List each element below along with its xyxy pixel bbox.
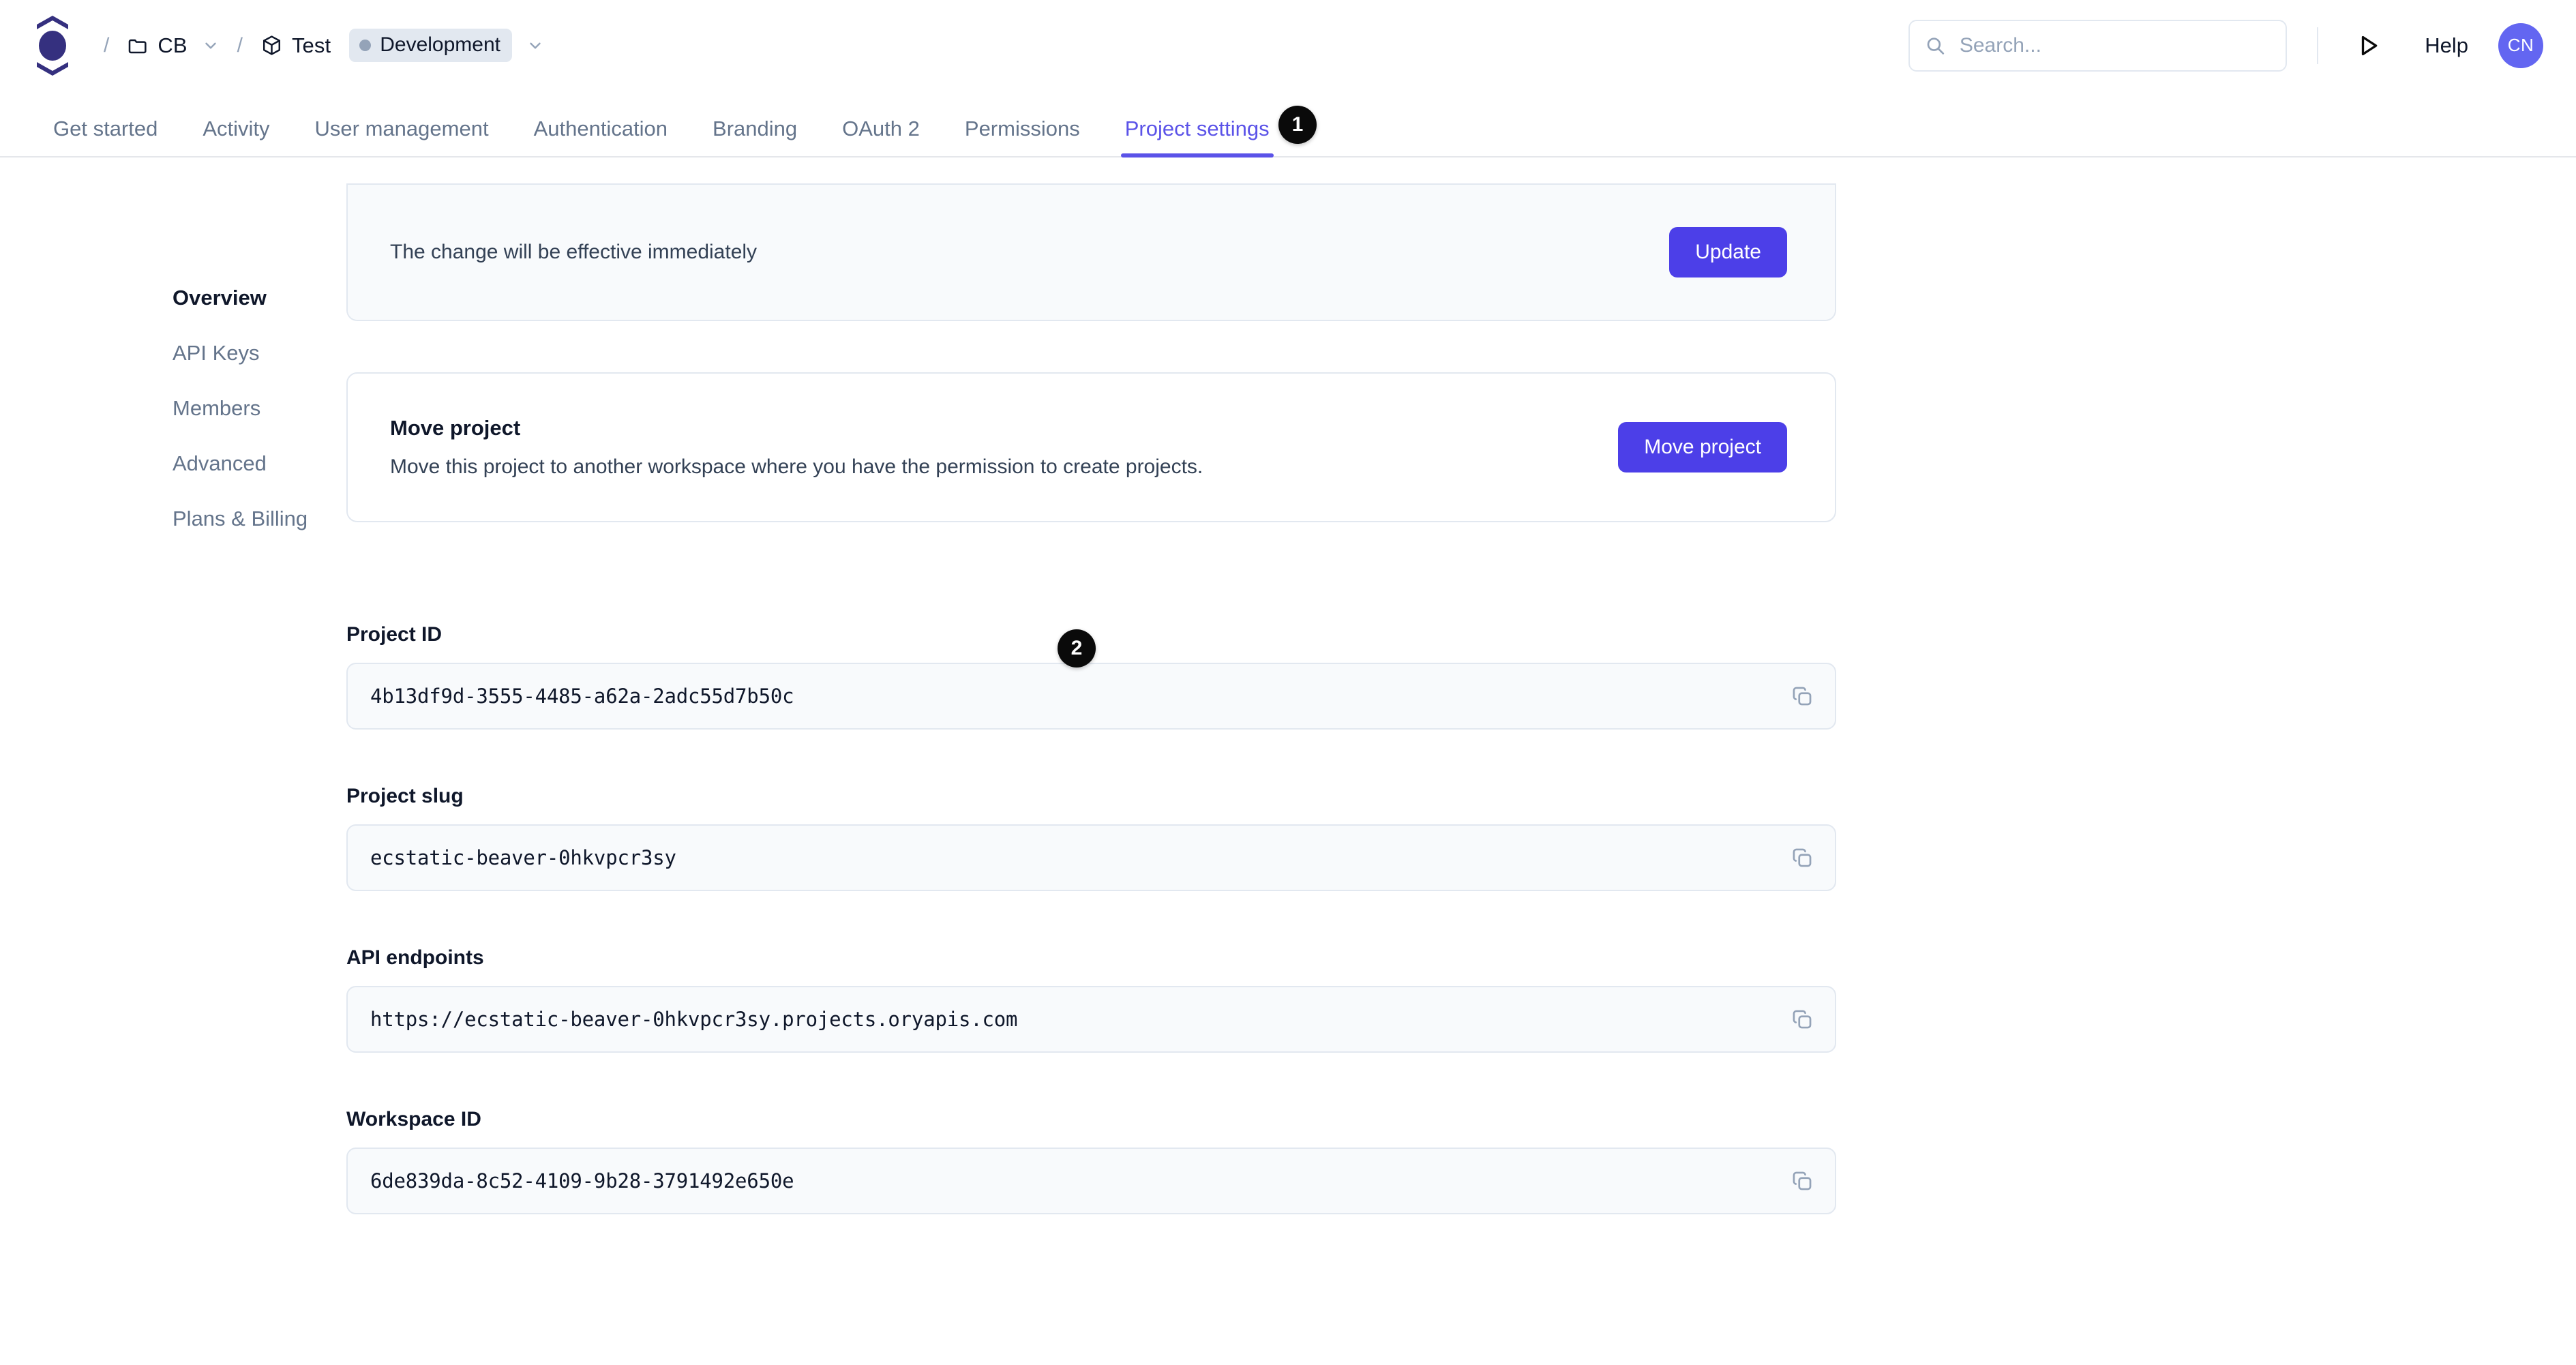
workspace-id-value: 6de839da-8c52-4109-9b28-3791492e650e [370,1169,794,1192]
search-input[interactable] [1959,33,2271,57]
logo-chevron-bottom-icon [37,61,68,76]
breadcrumb-separator-1: / [104,33,110,57]
sidebar-item-advanced[interactable]: Advanced [173,451,267,475]
workspace-id-label: Workspace ID [346,1108,481,1130]
workspace-name: CB [158,33,188,57]
search-box[interactable] [1908,19,2288,72]
environment-label: Development [380,33,500,56]
project-name: Test [291,33,331,57]
api-endpoints-box: https://ecstatic-beaver-0hkvpcr3sy.proje… [346,986,1836,1053]
folder-icon [129,39,147,53]
project-slug-label: Project slug [346,785,464,807]
settings-sidebar: Overview API Keys Members Advanced Plans… [0,183,346,1214]
top-header: / CB / Test Development [0,0,2576,91]
breadcrumb-separator-2: / [237,33,243,57]
update-card-footer: The change will be effective immediately… [348,183,1835,320]
environment-badge[interactable]: Development [349,29,512,62]
sidebar-item-members[interactable]: Members [173,396,261,420]
field-workspace-id: Workspace ID 6de839da-8c52-4109-9b28-379… [346,1108,1836,1214]
cube-icon [263,35,280,55]
logo-circle [39,30,66,61]
update-card: The change will be effective immediately… [346,183,1836,321]
move-project-card: Move project Move this project to anothe… [346,372,1836,522]
avatar[interactable]: CN [2498,22,2543,68]
copy-icon[interactable] [1782,676,1823,717]
move-project-text: Move project Move this project to anothe… [390,416,1203,479]
update-card-note: The change will be effective immediately [390,241,758,263]
api-endpoints-label: API endpoints [346,946,484,969]
environment-status-dot [359,39,372,51]
chevron-down-icon[interactable] [202,37,220,55]
tab-user-management[interactable]: User management [314,117,489,140]
project-id-box: 4b13df9d-3555-4485-a62a-2adc55d7b50c [346,663,1836,730]
copy-icon[interactable] [1782,1160,1823,1201]
field-api-endpoints: API endpoints https://ecstatic-beaver-0h… [346,946,1836,1053]
project-info-fields: Project ID 4b13df9d-3555-4485-a62a-2adc5… [346,623,1836,1214]
field-project-slug: Project slug ecstatic-beaver-0hkvpcr3sy [346,785,1836,891]
update-button[interactable]: Update [1669,227,1787,278]
project-id-value: 4b13df9d-3555-4485-a62a-2adc55d7b50c [370,685,794,708]
settings-content: The change will be effective immediately… [346,183,1836,1214]
workspace-id-box: 6de839da-8c52-4109-9b28-3791492e650e [346,1148,1836,1214]
chevron-down-icon[interactable] [526,37,544,55]
tab-get-started[interactable]: Get started [53,117,158,140]
copy-icon[interactable] [1782,999,1823,1040]
tab-branding[interactable]: Branding [713,117,798,140]
logo-chevron-top-icon [37,15,68,29]
project-id-label: Project ID [346,623,443,646]
tab-oauth-2[interactable]: OAuth 2 [842,117,920,140]
ory-logo[interactable] [37,15,68,76]
header-divider [2317,27,2319,64]
api-endpoints-value: https://ecstatic-beaver-0hkvpcr3sy.proje… [370,1008,1018,1031]
move-project-button[interactable]: Move project [1618,422,1787,472]
field-project-id: Project ID 4b13df9d-3555-4485-a62a-2adc5… [346,623,1836,730]
sidebar-item-overview[interactable]: Overview [173,286,267,310]
move-project-title: Move project [390,416,521,440]
play-icon[interactable] [2348,26,2388,65]
search-icon [1927,37,1945,55]
annotation-marker-2: 2 [1058,629,1096,668]
project-slug-box: ecstatic-beaver-0hkvpcr3sy [346,824,1836,891]
tab-authentication[interactable]: Authentication [533,117,668,140]
tab-permissions[interactable]: Permissions [964,117,1080,140]
sidebar-item-plans-billing[interactable]: Plans & Billing [173,507,308,530]
header-actions: Help CN [1908,19,2543,72]
page-body: Overview API Keys Members Advanced Plans… [0,158,2576,1214]
annotation-marker-1: 1 [1278,106,1317,144]
breadcrumb-workspace[interactable]: CB [127,33,219,58]
tab-activity[interactable]: Activity [203,117,270,140]
breadcrumb-project[interactable]: Test Development [260,29,544,62]
sidebar-item-api-keys[interactable]: API Keys [173,341,260,365]
copy-icon[interactable] [1782,837,1823,878]
help-link[interactable]: Help [2425,33,2468,57]
project-slug-value: ecstatic-beaver-0hkvpcr3sy [370,846,676,869]
primary-tab-bar: Get started Activity User management Aut… [0,91,2576,158]
move-project-description: Move this project to another workspace w… [390,455,1203,478]
tab-project-settings[interactable]: Project settings [1120,117,1274,158]
